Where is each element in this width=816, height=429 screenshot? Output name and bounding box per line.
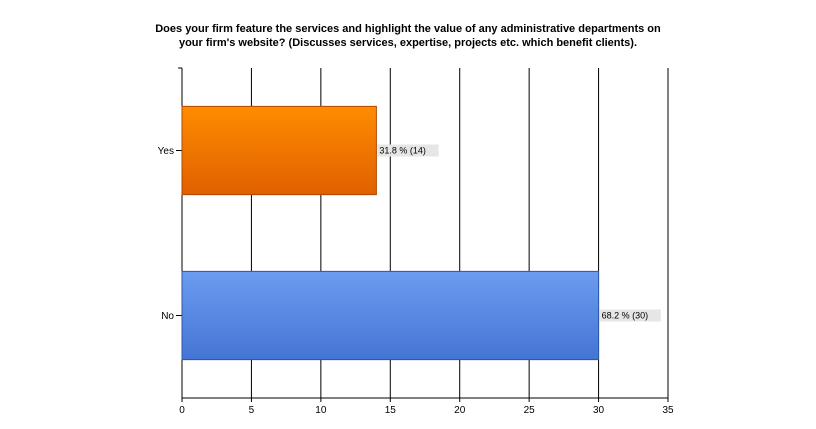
chart-title-line-1: Does your firm feature the services and … <box>155 23 661 35</box>
bars <box>181 105 600 361</box>
data-labels: 31.8 % (14) 68.2 % (30) <box>377 144 661 322</box>
bar-yes <box>181 105 377 196</box>
x-tick-label: 5 <box>249 405 255 416</box>
data-label-yes: 31.8 % (14) <box>379 146 426 156</box>
x-tick-label: 25 <box>524 405 536 416</box>
x-tick-label: 20 <box>454 405 466 416</box>
chart-title-line-2: your firm's website? (Discusses services… <box>178 37 638 49</box>
chart-title: Does your firm feature the services and … <box>0 22 816 50</box>
x-tick-label: 10 <box>315 405 327 416</box>
x-tick-label: 30 <box>593 405 605 416</box>
x-tick-label: 35 <box>662 405 674 416</box>
y-tick-label-no: No <box>161 311 174 322</box>
data-label-no: 68.2 % (30) <box>602 311 649 321</box>
y-tick-label-yes: Yes <box>158 146 174 157</box>
x-tick-label: 15 <box>385 405 397 416</box>
x-tick-label: 0 <box>179 405 185 416</box>
data-label-bg-yes <box>377 144 439 157</box>
data-label-bg-no <box>599 309 661 322</box>
bar-no <box>181 270 600 361</box>
